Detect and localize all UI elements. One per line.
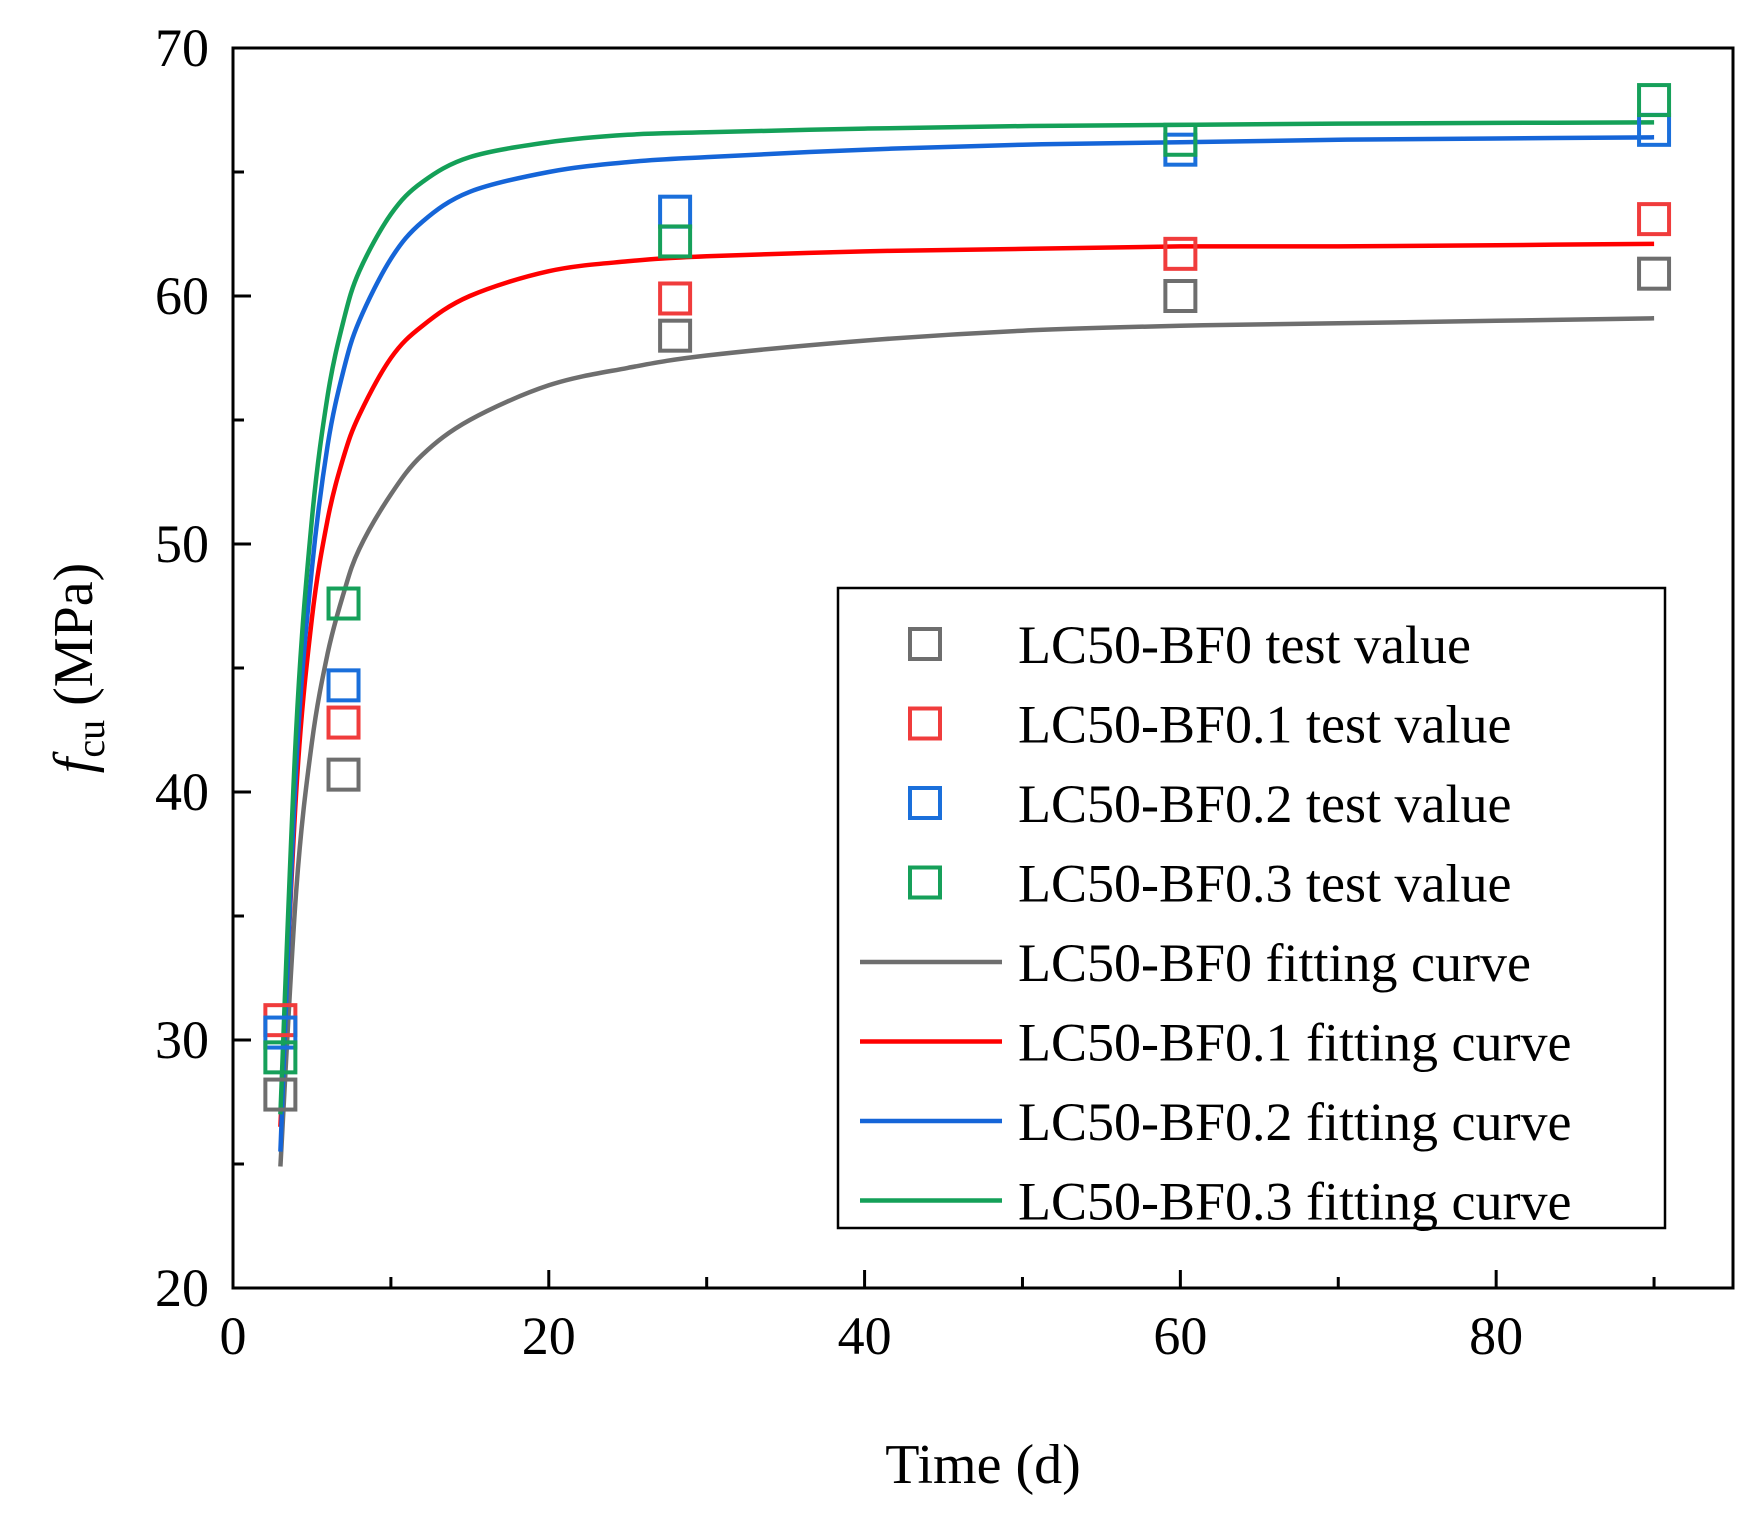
legend-label: LC50-BF0.3 test value: [1018, 854, 1511, 914]
test-marker-1: [658, 281, 693, 316]
x-tick-label: 40: [838, 1306, 892, 1366]
y-tick-label: 20: [155, 1258, 209, 1318]
fitting-curve-1: [278, 241, 1655, 1127]
fitting-curve-3: [278, 120, 1655, 1115]
test-marker-3: [1637, 83, 1672, 118]
test-marker-0: [326, 757, 361, 792]
legend-marker-1: [908, 706, 942, 741]
fitting-curve-2: [278, 135, 1655, 1152]
legend-marker-3: [908, 865, 942, 900]
x-tick-label: 0: [220, 1306, 247, 1366]
legend-marker-2: [908, 786, 942, 820]
test-markers: [263, 83, 1672, 1112]
test-marker-2: [326, 668, 361, 703]
test-marker-3: [1163, 122, 1198, 157]
test-marker-1: [1637, 202, 1672, 237]
legend: LC50-BF0 test value LC50-BF0.1 test value…: [836, 586, 1667, 1232]
test-marker-0: [658, 318, 693, 353]
test-marker-1: [326, 705, 361, 740]
test-marker-3: [658, 224, 693, 259]
y-axis-title: fcu (MPa): [43, 563, 113, 773]
x-tick-label: 20: [522, 1306, 576, 1366]
y-tick-label: 70: [155, 18, 209, 78]
test-marker-0: [1163, 279, 1198, 313]
y-tick-label: 60: [155, 266, 209, 326]
legend-label: LC50-BF0.3 fitting curve: [1018, 1172, 1571, 1232]
test-marker-2: [263, 1015, 298, 1050]
x-axis-title: Time (d): [885, 1434, 1081, 1496]
x-tick-label: 60: [1153, 1306, 1207, 1366]
y-tick-label: 50: [155, 514, 209, 574]
fitting-curve-0: [278, 316, 1655, 1167]
test-marker-1: [1163, 236, 1198, 271]
x-tick-label: 80: [1469, 1306, 1523, 1366]
legend-label: LC50-BF0.1 fitting curve: [1018, 1013, 1571, 1073]
legend-label: LC50-BF0 test value: [1018, 615, 1471, 675]
y-tick-label: 30: [155, 1010, 209, 1070]
y-axis-subscript: cu: [68, 720, 113, 758]
test-marker-0: [1637, 256, 1672, 291]
legend-label: LC50-BF0.1 test value: [1018, 695, 1511, 755]
y-axis-unit: (MPa): [43, 563, 105, 720]
y-tick-label: 40: [155, 762, 209, 822]
test-marker-3: [263, 1040, 298, 1075]
legend-label: LC50-BF0.2 test value: [1018, 774, 1511, 834]
legend-marker-0: [908, 627, 942, 661]
test-marker-0: [263, 1077, 298, 1112]
test-marker-3: [326, 586, 361, 621]
legend-label: LC50-BF0 fitting curve: [1018, 933, 1531, 993]
legend-label: LC50-BF0.2 fitting curve: [1018, 1092, 1571, 1152]
fitting-curves: [278, 120, 1655, 1167]
